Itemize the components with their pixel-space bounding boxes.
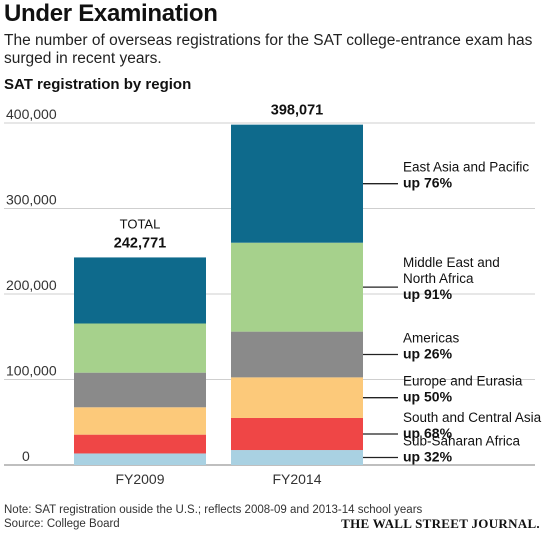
series-label: Europe and Eurasia [403,374,523,389]
chart-subtitle: The number of overseas registrations for… [4,32,533,67]
y-tick-label: 100,000 [6,363,57,379]
x-tick-label: FY2009 [115,471,164,487]
chart-title: Under Examination [4,0,218,27]
bar-segment [231,331,363,378]
series-label: East Asia and Pacific [403,160,529,175]
y-tick-label: 300,000 [6,192,57,208]
series-change-label: up 32% [403,449,453,465]
series-label: Americas [403,330,460,345]
chart-heading: SAT registration by region [4,76,192,93]
bar-segment [231,450,363,465]
x-tick-label: FY2014 [272,471,321,487]
bar-segment [231,242,363,332]
series-label: Sub-Saharan Africa [403,434,521,449]
series-change-label: up 91% [403,286,453,302]
bar-segment [74,453,206,465]
series-label: North Africa [403,271,474,286]
bar-segment [74,407,206,435]
stacked-bar-chart: 0 100,000 200,000 300,000 400,000 FY2009 242,7… [4,103,542,487]
series-label: Middle East and [403,255,500,270]
y-tick-label: 400,000 [6,106,57,122]
series-change-label: up 68% [403,425,453,441]
bar-segment [231,124,363,243]
series-change-label: up 50% [403,389,453,405]
bar-segment [74,372,206,408]
publisher-logo: THE WALL STREET JOURNAL. [341,516,540,531]
bar-segment [74,323,206,373]
y-tick-label: 200,000 [6,277,57,293]
series-change-label: up 26% [403,345,453,361]
footnote: Note: SAT registration ouside the U.S.; … [4,504,423,516]
bar-segment [231,417,363,451]
bar-segment [74,434,206,454]
series-change-label: up 76% [403,175,453,191]
bar-segment [231,377,363,418]
total-value-label: 242,771 [114,235,166,251]
bar-segment [74,257,206,324]
total-label: TOTAL [120,216,161,231]
series-label: South and Central Asia [403,410,542,425]
source-note: Source: College Board [4,518,120,530]
y-tick-label: 0 [22,448,30,464]
total-value-label: 398,071 [271,103,323,119]
